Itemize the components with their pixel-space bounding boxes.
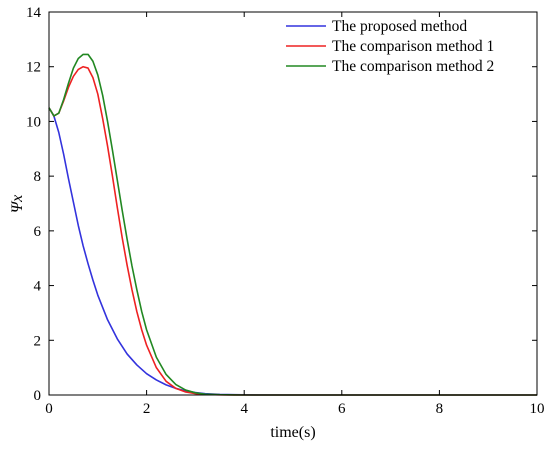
x-tick-label: 6 xyxy=(338,401,346,417)
x-tick-label: 10 xyxy=(530,401,545,417)
y-tick-label: 8 xyxy=(34,169,42,185)
series-layer xyxy=(48,53,537,396)
y-tick-label: 14 xyxy=(26,5,42,21)
series-line-1 xyxy=(48,107,537,396)
x-tick-label: 8 xyxy=(436,401,444,417)
legend-label-3: The comparison method 2 xyxy=(332,58,494,75)
axis-ticks: 0 2 4 6 8 10 0 2 4 6 8 10 12 14 xyxy=(26,5,545,417)
y-tick-label: 4 xyxy=(34,279,42,295)
y-tick-label: 12 xyxy=(26,60,41,76)
x-axis-label: time(s) xyxy=(270,424,315,441)
y-axis-label: Ψx xyxy=(9,195,26,213)
y-tick-label: 10 xyxy=(26,114,41,130)
y-tick-label: 0 xyxy=(34,388,42,404)
legend-label-1: The proposed method xyxy=(332,18,467,35)
series-line-3 xyxy=(48,53,537,396)
legend: The proposed method The comparison method… xyxy=(286,18,494,75)
legend-label-2: The comparison method 1 xyxy=(332,38,494,55)
x-tick-label: 0 xyxy=(45,401,53,417)
x-tick-label: 4 xyxy=(240,401,248,417)
y-tick-label: 2 xyxy=(34,333,42,349)
y-tick-label: 6 xyxy=(34,224,42,240)
x-tick-label: 2 xyxy=(143,401,151,417)
plot-frame xyxy=(48,11,538,396)
